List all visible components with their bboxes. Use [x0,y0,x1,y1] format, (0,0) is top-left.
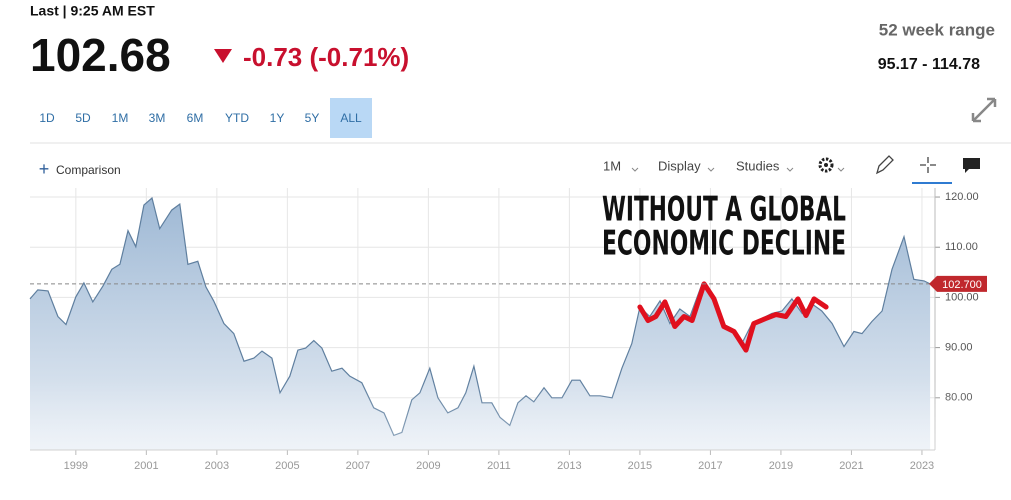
range-button[interactable]: 6M [187,111,204,125]
y-tick-label: 110.00 [945,241,978,253]
expand-icon[interactable] [971,97,997,123]
price-tag-label: 102.700 [942,279,982,291]
y-tick-label: 120.00 [945,191,979,203]
range-buttons: 1D 5D 1M 3M 6M YTD 1Y 5Y ALL [39,98,372,138]
range-button[interactable]: 1D [39,111,55,125]
range-value: 95.17 - 114.78 [878,56,980,73]
chevrons [631,167,845,172]
price: 102.68 [30,29,171,81]
annotation: ECONOMIC DECLINE [602,224,846,264]
settings-icon[interactable] [818,157,834,173]
price-change: -0.73 (-0.71%) [243,42,409,72]
comment-icon[interactable] [963,158,980,173]
display-button[interactable]: Display [658,158,701,173]
overlay-line [637,281,829,353]
price-tag [929,275,987,292]
range-button[interactable]: 5Y [305,111,320,125]
comparison-button[interactable]: Comparison [56,163,121,177]
range-button[interactable]: 1Y [270,111,285,125]
interval-button[interactable]: 1M [603,158,621,173]
video-fade [0,380,1011,500]
range-button[interactable]: YTD [225,111,249,125]
range-button[interactable]: 3M [149,111,166,125]
range-button[interactable]: 5D [75,111,91,125]
range-label: 52 week range [879,20,995,39]
y-tick-label: 100.00 [945,291,979,303]
last-update: Last | 9:25 AM EST [30,3,155,19]
draw-icon[interactable] [875,155,894,175]
y-tick-label: 90.00 [945,342,973,354]
studies-button[interactable]: Studies [736,158,780,173]
active-range [330,98,372,138]
plus-icon[interactable]: + [39,159,50,179]
down-arrow [214,49,232,63]
crosshair-icon[interactable] [920,157,936,173]
range-button[interactable]: ALL [340,111,362,125]
annotation: WITHOUT A GLOBAL [602,190,846,230]
range-button[interactable]: 1M [112,111,129,125]
